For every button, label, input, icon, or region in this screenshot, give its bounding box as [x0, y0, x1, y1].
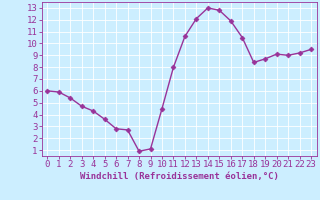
X-axis label: Windchill (Refroidissement éolien,°C): Windchill (Refroidissement éolien,°C): [80, 172, 279, 181]
